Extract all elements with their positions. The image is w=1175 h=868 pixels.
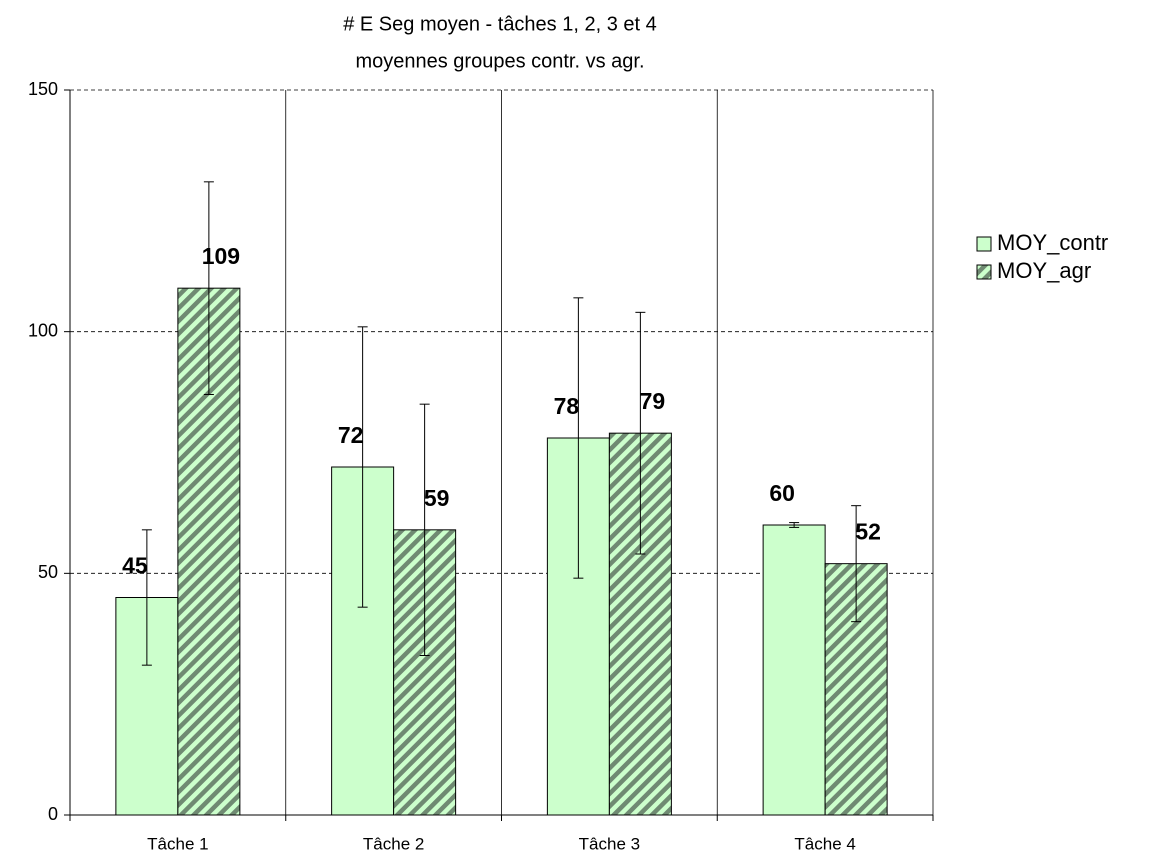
y-tick-label: 100	[28, 320, 58, 340]
error-bar	[141, 529, 152, 666]
y-tick-label: 150	[28, 79, 58, 99]
x-tick-label: Tâche 3	[579, 834, 640, 853]
data-label: 78	[554, 393, 580, 419]
data-label: 45	[122, 553, 148, 579]
error-bar	[789, 522, 800, 528]
data-label: 109	[202, 243, 240, 269]
bar	[762, 524, 826, 816]
x-tick-label: Tâche 4	[794, 834, 855, 853]
x-tick-label: Tâche 2	[363, 834, 424, 853]
error-bar	[635, 311, 646, 555]
legend-label: MOY_contr	[997, 230, 1108, 255]
error-bar	[851, 505, 862, 623]
data-label: 79	[640, 388, 666, 414]
x-tick-label: Tâche 1	[147, 834, 208, 853]
error-bar	[419, 403, 430, 656]
legend-label: MOY_agr	[997, 258, 1091, 283]
data-label: 59	[424, 485, 450, 511]
legend-swatch	[976, 264, 992, 280]
y-tick-label: 50	[38, 562, 58, 582]
chart-subtitle: moyennes groupes contr. vs agr.	[355, 50, 644, 72]
legend-swatch	[976, 236, 992, 252]
data-label: 52	[855, 519, 881, 545]
chart-title: # E Seg moyen - tâches 1, 2, 3 et 4	[343, 13, 657, 35]
y-tick-label: 0	[48, 804, 58, 824]
error-bar	[357, 326, 368, 608]
data-label: 60	[769, 480, 795, 506]
error-bar	[203, 181, 214, 395]
error-bar	[573, 297, 584, 579]
data-label: 72	[338, 422, 364, 448]
